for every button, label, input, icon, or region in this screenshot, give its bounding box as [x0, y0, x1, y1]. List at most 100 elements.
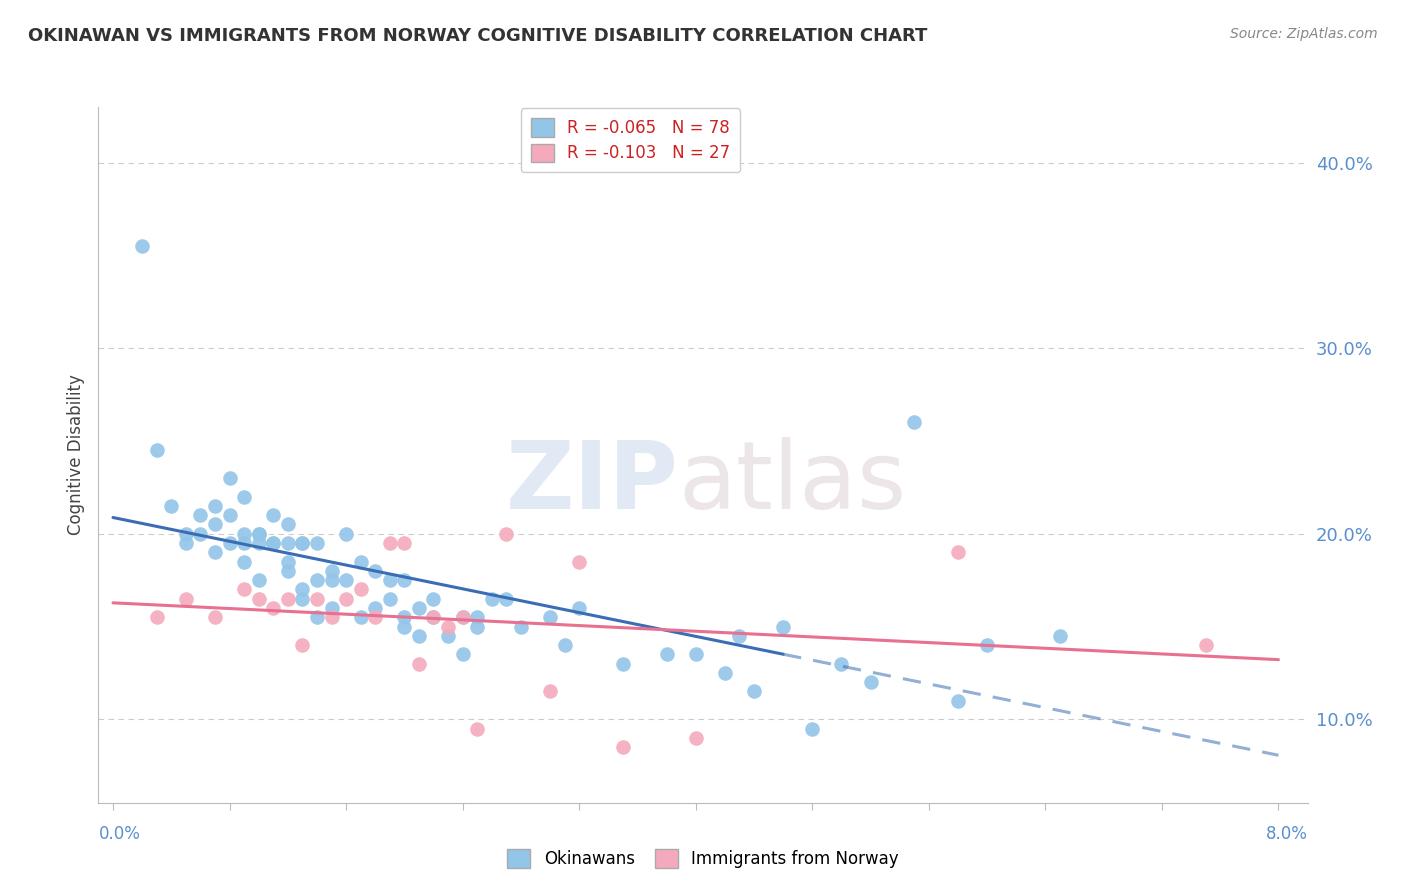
- Point: [218, 536, 240, 550]
- Text: OKINAWAN VS IMMIGRANTS FROM NORWAY COGNITIVE DISABILITY CORRELATION CHART: OKINAWAN VS IMMIGRANTS FROM NORWAY COGNI…: [28, 27, 928, 45]
- Point: [554, 638, 576, 652]
- Point: [481, 591, 503, 606]
- Point: [364, 564, 387, 578]
- Point: [277, 564, 299, 578]
- Point: [422, 591, 444, 606]
- Point: [394, 573, 416, 587]
- Point: [305, 573, 328, 587]
- Point: [174, 591, 197, 606]
- Point: [174, 526, 197, 541]
- Point: [742, 684, 765, 698]
- Point: [714, 665, 737, 680]
- Point: [262, 508, 284, 523]
- Point: [321, 601, 343, 615]
- Point: [612, 657, 634, 671]
- Point: [321, 573, 343, 587]
- Point: [538, 684, 561, 698]
- Point: [233, 490, 256, 504]
- Point: [204, 517, 226, 532]
- Point: [568, 555, 591, 569]
- Point: [291, 536, 314, 550]
- Point: [451, 610, 474, 624]
- Point: [394, 610, 416, 624]
- Point: [422, 610, 444, 624]
- Point: [465, 722, 488, 736]
- Point: [218, 471, 240, 485]
- Point: [277, 555, 299, 569]
- Point: [364, 601, 387, 615]
- Point: [509, 619, 531, 633]
- Point: [335, 573, 357, 587]
- Point: [145, 610, 167, 624]
- Point: [204, 610, 226, 624]
- Point: [801, 722, 824, 736]
- Point: [976, 638, 998, 652]
- Point: [394, 619, 416, 633]
- Point: [233, 526, 256, 541]
- Point: [247, 573, 270, 587]
- Point: [233, 555, 256, 569]
- Point: [291, 536, 314, 550]
- Point: [1049, 629, 1071, 643]
- Point: [830, 657, 852, 671]
- Point: [305, 591, 328, 606]
- Point: [291, 582, 314, 597]
- Point: [728, 629, 751, 643]
- Point: [772, 619, 794, 633]
- Point: [946, 545, 969, 559]
- Point: [247, 536, 270, 550]
- Point: [145, 443, 167, 458]
- Point: [408, 601, 430, 615]
- Text: 0.0%: 0.0%: [98, 825, 141, 843]
- Point: [277, 591, 299, 606]
- Legend: Okinawans, Immigrants from Norway: Okinawans, Immigrants from Norway: [501, 843, 905, 875]
- Point: [538, 610, 561, 624]
- Text: atlas: atlas: [679, 437, 907, 529]
- Point: [277, 536, 299, 550]
- Point: [859, 675, 882, 690]
- Point: [247, 526, 270, 541]
- Point: [408, 629, 430, 643]
- Point: [321, 564, 343, 578]
- Y-axis label: Cognitive Disability: Cognitive Disability: [67, 375, 86, 535]
- Point: [305, 610, 328, 624]
- Point: [204, 499, 226, 513]
- Point: [903, 416, 925, 430]
- Point: [394, 536, 416, 550]
- Point: [422, 610, 444, 624]
- Point: [233, 536, 256, 550]
- Point: [1194, 638, 1216, 652]
- Point: [291, 638, 314, 652]
- Point: [190, 508, 212, 523]
- Point: [451, 648, 474, 662]
- Legend: R = -0.065   N = 78, R = -0.103   N = 27: R = -0.065 N = 78, R = -0.103 N = 27: [520, 109, 741, 172]
- Point: [204, 545, 226, 559]
- Point: [321, 610, 343, 624]
- Point: [465, 610, 488, 624]
- Point: [305, 536, 328, 550]
- Point: [350, 610, 373, 624]
- Point: [262, 536, 284, 550]
- Point: [685, 731, 707, 745]
- Point: [291, 591, 314, 606]
- Point: [946, 694, 969, 708]
- Point: [262, 536, 284, 550]
- Point: [174, 536, 197, 550]
- Point: [655, 648, 678, 662]
- Point: [233, 582, 256, 597]
- Point: [685, 648, 707, 662]
- Point: [612, 740, 634, 755]
- Point: [568, 601, 591, 615]
- Point: [262, 601, 284, 615]
- Point: [131, 239, 153, 253]
- Point: [335, 591, 357, 606]
- Point: [160, 499, 183, 513]
- Point: [335, 526, 357, 541]
- Text: Source: ZipAtlas.com: Source: ZipAtlas.com: [1230, 27, 1378, 41]
- Point: [437, 619, 460, 633]
- Text: 8.0%: 8.0%: [1265, 825, 1308, 843]
- Point: [218, 508, 240, 523]
- Point: [350, 555, 373, 569]
- Point: [247, 591, 270, 606]
- Point: [364, 610, 387, 624]
